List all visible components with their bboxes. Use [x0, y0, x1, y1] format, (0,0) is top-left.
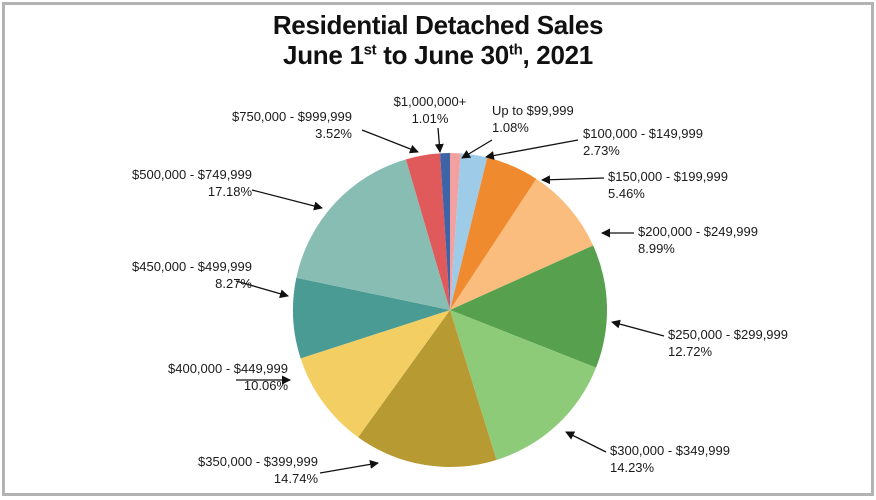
- slice-label: Up to $99,999: [492, 103, 574, 118]
- pie-slice: [450, 153, 488, 310]
- title-line-2: June 1st to June 30th, 2021: [0, 40, 876, 70]
- chart-title: Residential Detached Sales June 1st to J…: [0, 10, 876, 70]
- leader-lines: [235, 127, 665, 474]
- title-line-1: Residential Detached Sales: [272, 10, 604, 40]
- slice-value-label: 3.52%: [315, 126, 352, 141]
- title-sup-1: st: [363, 41, 377, 59]
- pie-slice: [440, 153, 450, 310]
- slice-label: $100,000 - $149,999: [583, 126, 703, 141]
- leader-arrow: [485, 139, 579, 160]
- leader-arrow: [361, 129, 419, 154]
- slice-value-label: 12.72%: [668, 344, 713, 359]
- slice-value-label: 14.74%: [274, 471, 319, 486]
- leader-arrow: [434, 127, 444, 153]
- pie-slice: [450, 153, 461, 310]
- pie-slice: [450, 310, 597, 460]
- slice-value-label: 14.23%: [610, 460, 655, 475]
- title-line-2-c: , 2021: [522, 40, 593, 70]
- leader-arrow: [235, 280, 289, 299]
- slice-label: $750,000 - $999,999: [232, 109, 352, 124]
- title-line-2-b: to June 30: [376, 40, 509, 70]
- slice-label: $250,000 - $299,999: [668, 327, 788, 342]
- pie-slice: [358, 310, 497, 468]
- leader-arrow: [251, 189, 323, 211]
- slice-label: $150,000 - $199,999: [608, 169, 728, 184]
- slice-label: $500,000 - $749,999: [132, 167, 252, 182]
- leader-arrow: [461, 139, 493, 159]
- slice-value-label: 8.27%: [215, 276, 252, 291]
- slice-value-label: 2.73%: [583, 143, 620, 158]
- pie-slice: [293, 277, 450, 359]
- pie-slice: [450, 157, 537, 310]
- slice-label: $450,000 - $499,999: [132, 259, 252, 274]
- leader-arrow: [565, 431, 607, 453]
- slice-labels: Up to $99,999 1.08% $100,000 - $149,999 2.7…: [132, 94, 788, 486]
- slice-label: $400,000 - $449,999: [168, 361, 288, 376]
- title-line-2-a: June 1: [283, 40, 364, 70]
- slice-value-label: 8.99%: [638, 241, 675, 256]
- slice-value-label: 17.18%: [208, 184, 253, 199]
- pie-slice: [450, 245, 608, 368]
- slice-value-label: 10.06%: [244, 378, 289, 393]
- pie-slice: [300, 310, 450, 438]
- leader-arrow: [611, 319, 665, 337]
- slice-value-label: 1.08%: [492, 120, 529, 135]
- slice-value-label: 5.46%: [608, 186, 645, 201]
- pie-slices: [293, 153, 608, 468]
- pie-slice: [450, 178, 594, 310]
- pie-slice: [405, 153, 450, 310]
- title-sup-2: th: [508, 41, 523, 59]
- leader-arrow: [541, 175, 605, 185]
- slice-label: $350,000 - $399,999: [198, 454, 318, 469]
- pie-slice: [296, 159, 450, 310]
- slice-label: $300,000 - $349,999: [610, 443, 730, 458]
- leader-arrow: [319, 459, 379, 474]
- slice-label: $200,000 - $249,999: [638, 224, 758, 239]
- slice-value-label: 1.01%: [412, 111, 449, 126]
- slice-label: $1,000,000+: [394, 94, 467, 109]
